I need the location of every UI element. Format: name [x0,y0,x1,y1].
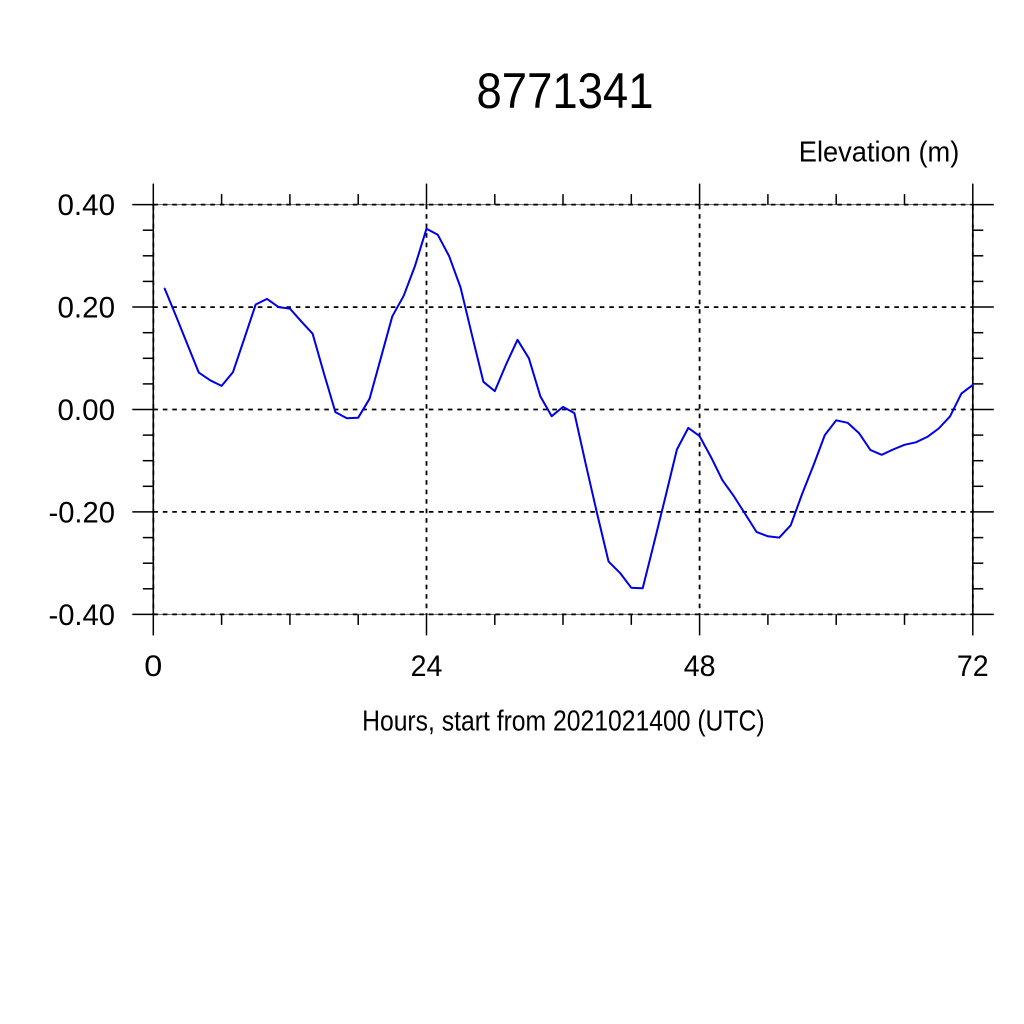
svg-text:-0.20: -0.20 [49,496,116,529]
svg-text:72: 72 [957,650,989,683]
svg-text:48: 48 [684,650,716,683]
svg-text:0.40: 0.40 [58,189,116,222]
svg-text:Elevation (m): Elevation (m) [799,137,960,169]
svg-text:Hours, start from 2021021400 (: Hours, start from 2021021400 (UTC) [362,705,764,737]
svg-text:-0.40: -0.40 [49,599,116,632]
svg-text:24: 24 [411,650,443,683]
svg-text:0: 0 [144,650,162,683]
svg-text:0.20: 0.20 [58,292,116,325]
svg-text:8771341: 8771341 [477,63,654,119]
svg-text:0.00: 0.00 [58,394,116,427]
